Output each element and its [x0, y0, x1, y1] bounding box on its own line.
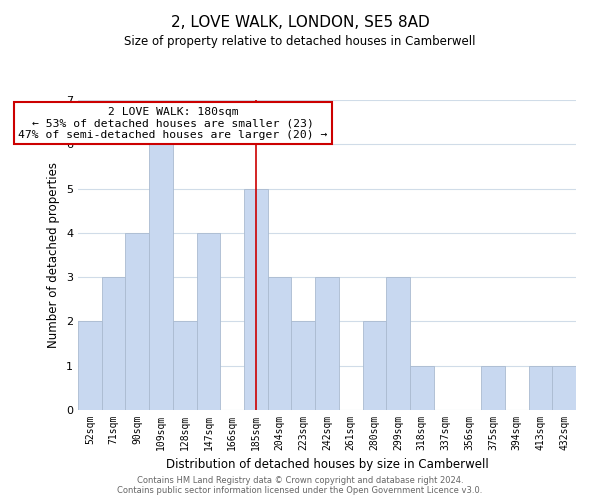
Bar — [410, 366, 434, 410]
Y-axis label: Number of detached properties: Number of detached properties — [47, 162, 61, 348]
Bar — [552, 366, 576, 410]
Bar — [78, 322, 102, 410]
Text: 2 LOVE WALK: 180sqm
← 53% of detached houses are smaller (23)
47% of semi-detach: 2 LOVE WALK: 180sqm ← 53% of detached ho… — [18, 106, 328, 140]
Text: Size of property relative to detached houses in Camberwell: Size of property relative to detached ho… — [124, 35, 476, 48]
Bar — [481, 366, 505, 410]
Bar — [292, 322, 315, 410]
Bar — [315, 277, 339, 410]
Bar — [102, 277, 125, 410]
Text: 2, LOVE WALK, LONDON, SE5 8AD: 2, LOVE WALK, LONDON, SE5 8AD — [170, 15, 430, 30]
Bar — [268, 277, 292, 410]
Text: Contains HM Land Registry data © Crown copyright and database right 2024.
Contai: Contains HM Land Registry data © Crown c… — [118, 476, 482, 495]
Bar — [386, 277, 410, 410]
Bar — [244, 188, 268, 410]
Bar — [529, 366, 552, 410]
Bar — [149, 144, 173, 410]
Bar — [362, 322, 386, 410]
Bar — [197, 233, 220, 410]
X-axis label: Distribution of detached houses by size in Camberwell: Distribution of detached houses by size … — [166, 458, 488, 471]
Bar — [125, 233, 149, 410]
Bar — [173, 322, 197, 410]
